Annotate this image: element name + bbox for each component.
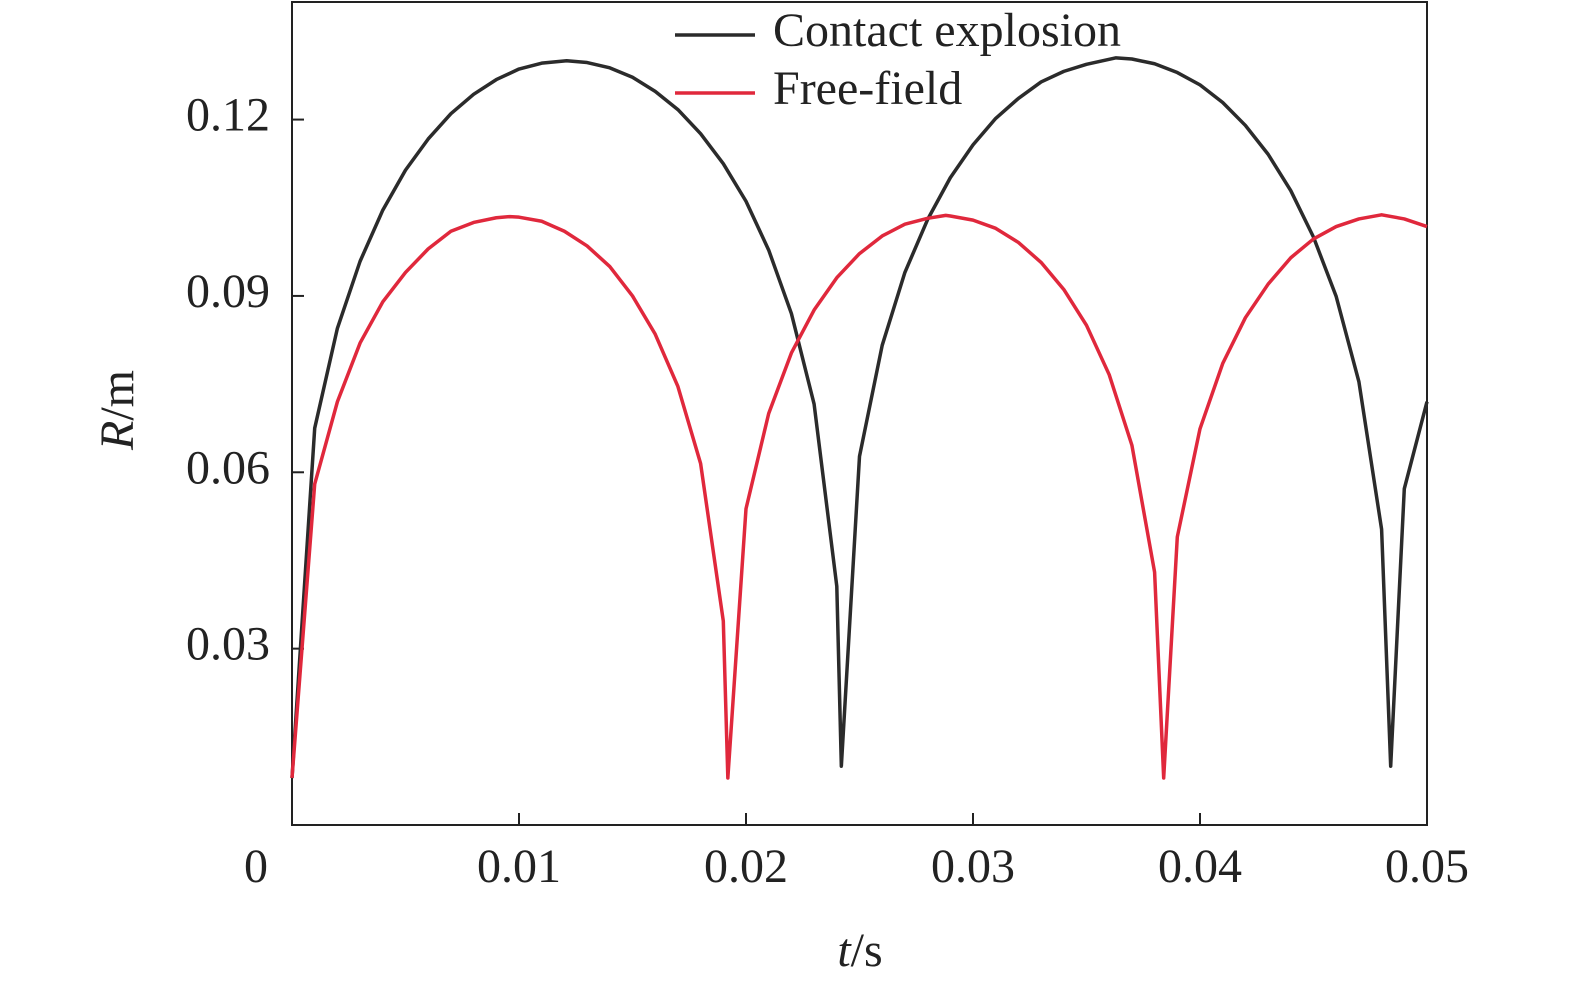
x-tick-label: 0 — [244, 840, 268, 893]
y-tick-label: 0.03 — [186, 618, 270, 671]
data-line — [290, 56, 1429, 779]
y-tick-label: 0.09 — [186, 265, 270, 318]
x-tick-label: 0.01 — [477, 840, 561, 893]
legend-label: Contact explosion — [773, 4, 1121, 57]
x-tick-label: 0.04 — [1158, 840, 1242, 893]
x-tick-label: 0.03 — [931, 840, 1015, 893]
data-line — [290, 213, 1428, 780]
x-axis-label: t/s — [837, 924, 882, 977]
y-axis-label: R/m — [91, 370, 144, 451]
legend-label: Free-field — [773, 62, 962, 115]
x-tick-label: 0.05 — [1385, 840, 1469, 893]
y-tick-label: 0.12 — [186, 89, 270, 142]
plot-frame — [291, 1, 1428, 826]
y-tick-label: 0.06 — [186, 441, 270, 494]
x-tick-label: 0.02 — [704, 840, 788, 893]
